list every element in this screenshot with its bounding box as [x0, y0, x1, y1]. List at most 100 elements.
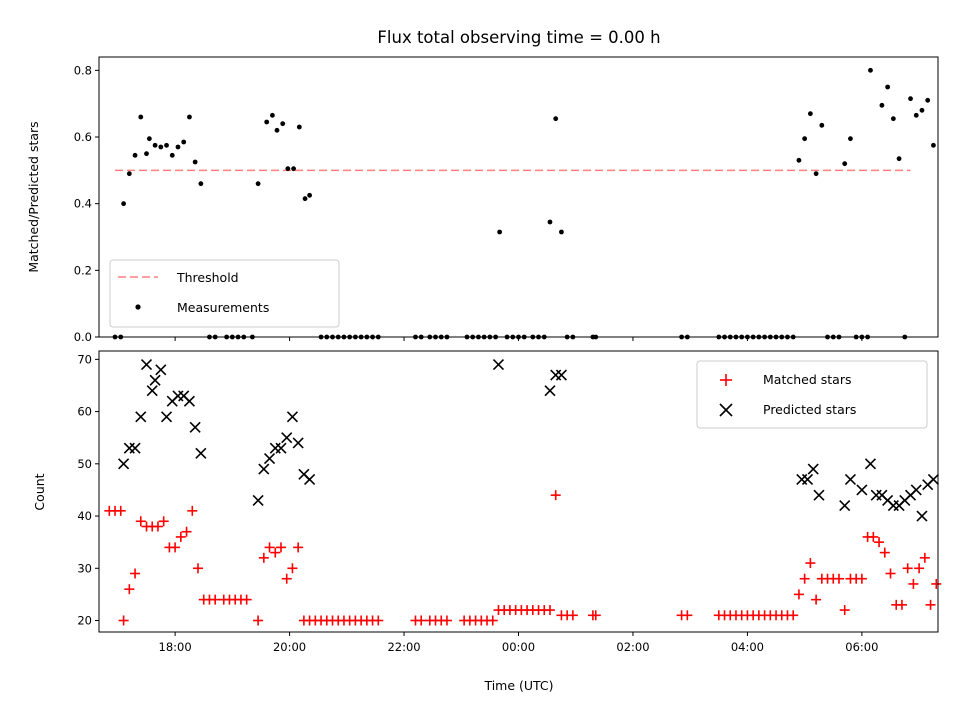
- measurement-point: [553, 116, 559, 122]
- measurement-point: [164, 142, 169, 148]
- matched-star-point: [833, 573, 844, 584]
- top-y-tick-label: 0.6: [74, 130, 92, 144]
- matched-star-point: [416, 615, 427, 626]
- predicted-star-point: [807, 463, 819, 475]
- predicted-star-point: [801, 473, 814, 486]
- measurement-point: [270, 112, 275, 118]
- measurement-point: [255, 181, 261, 187]
- measurement-point: [497, 229, 503, 235]
- matched-star-point: [879, 547, 890, 558]
- measurement-point: [169, 152, 175, 158]
- measurement-point: [819, 122, 825, 128]
- measurement-point: [302, 196, 308, 202]
- measurement-point: [908, 96, 913, 102]
- measurement-point: [132, 152, 138, 158]
- matched-star-point: [115, 505, 126, 516]
- matched-star-point: [925, 599, 936, 610]
- predicted-star-point: [844, 473, 857, 486]
- predicted-star-point: [555, 369, 567, 381]
- matched-star-point: [281, 573, 292, 584]
- predicted-star-point: [149, 374, 161, 386]
- matched-star-point: [914, 563, 925, 574]
- predicted-star-point: [140, 359, 153, 371]
- bottom-x-tick-label: 18:00: [159, 640, 192, 654]
- predicted-star-point: [304, 473, 316, 486]
- measurement-point: [158, 144, 164, 150]
- top-y-axis-label: Matched/Predicted stars: [26, 121, 41, 272]
- matched-star-point: [487, 615, 498, 626]
- bottom-y-tick-label: 30: [77, 561, 92, 575]
- matched-legend-label: Matched stars: [763, 372, 851, 387]
- predicted-star-point: [927, 473, 939, 486]
- predicted-star-point: [189, 421, 201, 433]
- measurement-point: [931, 142, 936, 148]
- bottom-y-tick-label: 20: [77, 614, 92, 628]
- measurement-point: [890, 116, 896, 122]
- measurement-point: [264, 119, 270, 125]
- bottom-y-tick-label: 40: [77, 509, 92, 523]
- matched-star-point: [908, 578, 919, 589]
- matched-star-point: [275, 542, 286, 553]
- top-legend: Threshold Measurements: [109, 259, 340, 328]
- bottom-x-tick-label: 04:00: [731, 640, 764, 654]
- matched-star-point: [175, 531, 186, 542]
- top-legend-box: [109, 259, 340, 328]
- matched-star-point: [896, 599, 907, 610]
- matched-star-point: [253, 615, 264, 626]
- measurements-legend-label: Measurements: [177, 300, 269, 315]
- predicted-star-point: [118, 458, 130, 470]
- matched-legend-swatch: [720, 374, 732, 386]
- predicted-star-point: [183, 395, 195, 407]
- top-y-tick-label: 0.0: [74, 330, 92, 344]
- bottom-axis-ticks: 20 30 40 50 60 70 18:00 20:00 22:00 00:00 02:00 04:…: [77, 352, 878, 654]
- bottom-x-axis-label: Time (UTC): [483, 678, 553, 693]
- matched-star-point: [124, 584, 135, 595]
- matched-star-point: [590, 610, 601, 621]
- top-y-tick-label: 0.4: [74, 197, 92, 211]
- matched-star-point: [788, 610, 799, 621]
- predicted-legend-swatch: [719, 403, 733, 417]
- measurement-point: [285, 166, 291, 172]
- measurement-point: [307, 192, 313, 198]
- matched-star-point: [902, 563, 913, 574]
- predicted-star-point: [292, 437, 304, 449]
- chart-title: Flux total observing time = 0.00 h: [377, 28, 660, 47]
- matched-star-point: [135, 516, 146, 527]
- predicted-star-point: [839, 500, 851, 512]
- measurement-point: [813, 171, 819, 177]
- predicted-star-point: [492, 359, 505, 371]
- predicted-star-point: [258, 463, 270, 475]
- bottom-x-tick-label: 00:00: [502, 640, 535, 654]
- matched-star-point: [811, 594, 822, 605]
- matched-star-point: [567, 610, 578, 621]
- matched-stars-series: [104, 490, 942, 626]
- predicted-star-point: [544, 385, 556, 397]
- measurement-point: [547, 219, 553, 225]
- matched-star-point: [805, 558, 816, 569]
- measurement-point: [146, 136, 152, 142]
- predicted-star-point: [155, 364, 167, 376]
- measurement-point: [121, 201, 127, 207]
- predicted-star-point: [864, 458, 877, 470]
- matched-star-point: [544, 605, 555, 616]
- predicted-star-point: [275, 442, 287, 454]
- matched-star-point: [287, 563, 298, 574]
- matched-star-point: [856, 573, 867, 584]
- predicted-star-point: [286, 411, 299, 423]
- measurement-point: [192, 159, 198, 165]
- top-axis-ticks: 0.0 0.2 0.4 0.6 0.8: [74, 63, 863, 344]
- measurement-point: [296, 124, 302, 130]
- bottom-y-tick-label: 60: [77, 405, 92, 419]
- measurement-point: [842, 161, 848, 167]
- bottom-x-tick-label: 02:00: [616, 640, 649, 654]
- matched-star-point: [210, 594, 221, 605]
- measurement-point: [187, 114, 192, 120]
- measurement-point: [175, 144, 181, 150]
- matched-star-point: [293, 542, 304, 553]
- predicted-star-point: [263, 453, 276, 465]
- measurement-point: [126, 171, 132, 177]
- measurement-point: [868, 67, 873, 73]
- bottom-legend-box: [696, 360, 928, 429]
- top-y-tick-label: 0.8: [74, 63, 92, 77]
